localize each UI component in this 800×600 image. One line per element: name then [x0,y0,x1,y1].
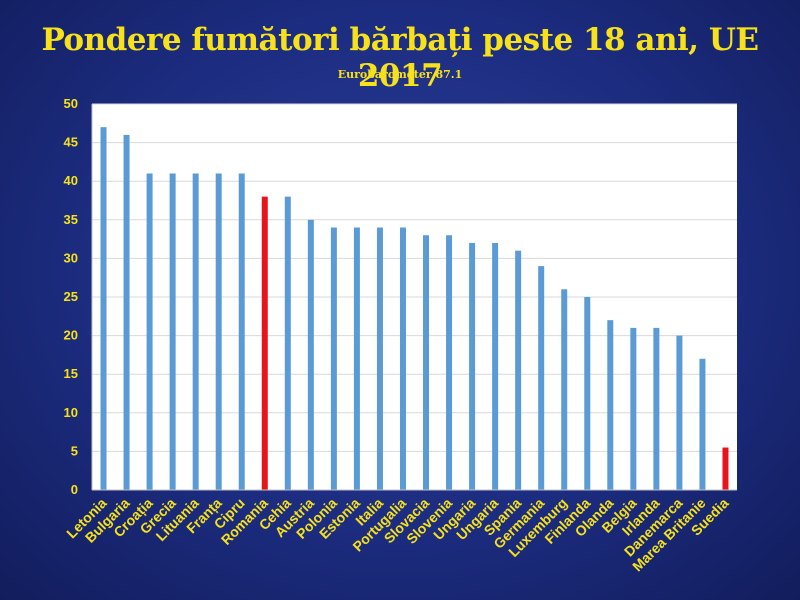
y-tick-label: 0 [71,482,78,497]
bar [169,173,176,491]
bar [261,196,268,490]
bar [538,266,545,490]
chart-subtitle: Eurobarometer 87.1 [337,68,463,81]
bar [146,173,153,491]
bar [446,235,453,490]
bar [307,219,314,491]
bar [423,235,430,490]
bar [100,127,107,490]
bar [469,242,476,490]
y-tick-label: 40 [64,173,78,188]
bar [123,134,130,490]
bar [238,173,245,491]
bar [561,289,568,490]
chart-title: Pondere fumători bărbați peste 18 ani, U… [41,22,759,94]
y-tick-label: 20 [64,328,78,343]
bar [653,327,660,490]
y-tick-label: 5 [71,443,78,458]
y-tick-label: 15 [64,366,78,381]
y-tick-label: 50 [64,96,78,111]
bar [330,227,337,490]
x-axis: LetoniaBulgariaCroațiaGreciaLituaniaFran… [63,495,732,575]
bar [676,335,683,490]
bars [100,127,729,491]
y-tick-label: 30 [64,250,78,265]
bar [376,227,383,490]
bar [492,242,499,490]
y-axis: 0 5 10 15 20 25 30 35 40 45 50 [64,96,737,497]
bar [515,250,522,490]
bar [699,358,706,490]
bar [353,227,360,490]
bar [607,320,614,490]
bar [630,327,637,490]
bar [722,447,729,490]
gridlines [92,103,737,452]
bar [215,173,222,491]
y-tick-label: 25 [64,289,78,304]
bar [584,297,591,490]
bar [192,173,199,491]
y-tick-label: 35 [64,212,78,227]
y-tick-label: 45 [64,135,78,150]
bar [284,196,291,490]
y-tick-label: 10 [64,405,78,420]
bar [399,227,406,490]
